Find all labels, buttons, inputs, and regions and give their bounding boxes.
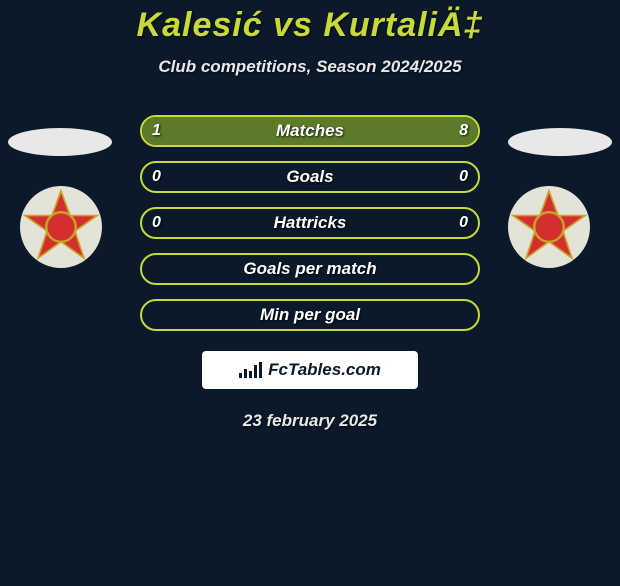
- stat-value-left: 0: [152, 163, 161, 191]
- site-badge-text: FcTables.com: [268, 360, 381, 380]
- stat-label: Goals: [142, 163, 478, 191]
- date-line: 23 february 2025: [0, 411, 620, 431]
- stat-row: Matches1 8: [140, 115, 480, 147]
- stat-value-left: 1: [152, 117, 161, 145]
- stat-label: Goals per match: [142, 255, 478, 283]
- stat-label: Hattricks: [142, 209, 478, 237]
- comparison-subtitle: Club competitions, Season 2024/2025: [0, 57, 620, 77]
- right-player-avatar-placeholder: [508, 128, 612, 156]
- stat-row: Min per goal: [140, 299, 480, 331]
- right-club-logo: [508, 186, 590, 268]
- stat-row: Hattricks0 0: [140, 207, 480, 239]
- comparison-title: Kalesić vs KurtaliÄ‡: [0, 6, 620, 45]
- stat-value-left: 0: [152, 209, 161, 237]
- left-club-logo: [20, 186, 102, 268]
- stat-value-right: 0: [459, 163, 468, 191]
- stat-label: Min per goal: [142, 301, 478, 329]
- stat-row: Goals per match: [140, 253, 480, 285]
- left-player-avatar-placeholder: [8, 128, 112, 156]
- stat-value-right: 0: [459, 209, 468, 237]
- stat-label: Matches: [142, 117, 478, 145]
- bar-chart-icon: [239, 362, 262, 378]
- stat-row: Goals0 0: [140, 161, 480, 193]
- stat-value-right: 8: [459, 117, 468, 145]
- site-badge[interactable]: FcTables.com: [202, 351, 418, 389]
